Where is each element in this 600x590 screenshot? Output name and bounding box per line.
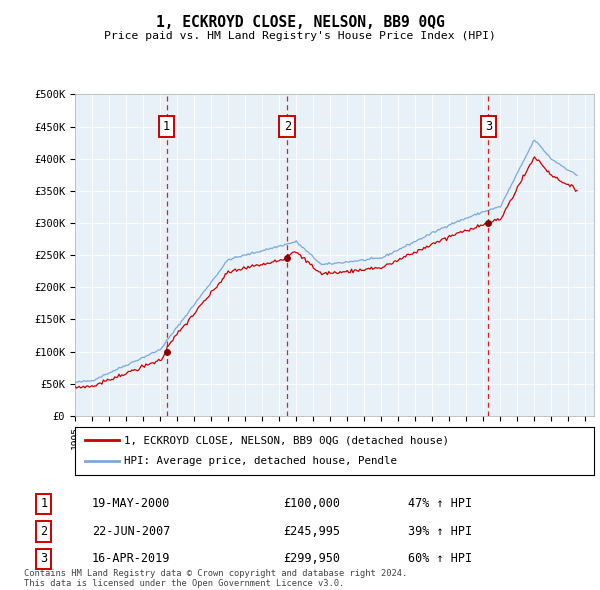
Text: 1: 1 <box>163 120 170 133</box>
Text: Contains HM Land Registry data © Crown copyright and database right 2024.
This d: Contains HM Land Registry data © Crown c… <box>24 569 407 588</box>
Text: £299,950: £299,950 <box>283 552 340 565</box>
Text: 3: 3 <box>40 552 47 565</box>
Text: 2: 2 <box>284 120 291 133</box>
Text: 22-JUN-2007: 22-JUN-2007 <box>92 525 170 538</box>
Text: HPI: Average price, detached house, Pendle: HPI: Average price, detached house, Pend… <box>124 457 397 467</box>
Text: 3: 3 <box>485 120 492 133</box>
Text: 19-MAY-2000: 19-MAY-2000 <box>92 497 170 510</box>
Text: 16-APR-2019: 16-APR-2019 <box>92 552 170 565</box>
Text: 1: 1 <box>40 497 47 510</box>
Text: 1, ECKROYD CLOSE, NELSON, BB9 0QG (detached house): 1, ECKROYD CLOSE, NELSON, BB9 0QG (detac… <box>124 435 449 445</box>
Text: £100,000: £100,000 <box>283 497 340 510</box>
Text: Price paid vs. HM Land Registry's House Price Index (HPI): Price paid vs. HM Land Registry's House … <box>104 31 496 41</box>
Text: £245,995: £245,995 <box>283 525 340 538</box>
Text: 1, ECKROYD CLOSE, NELSON, BB9 0QG: 1, ECKROYD CLOSE, NELSON, BB9 0QG <box>155 15 445 30</box>
Text: 39% ↑ HPI: 39% ↑ HPI <box>407 525 472 538</box>
Text: 47% ↑ HPI: 47% ↑ HPI <box>407 497 472 510</box>
Text: 2: 2 <box>40 525 47 538</box>
Text: 60% ↑ HPI: 60% ↑ HPI <box>407 552 472 565</box>
